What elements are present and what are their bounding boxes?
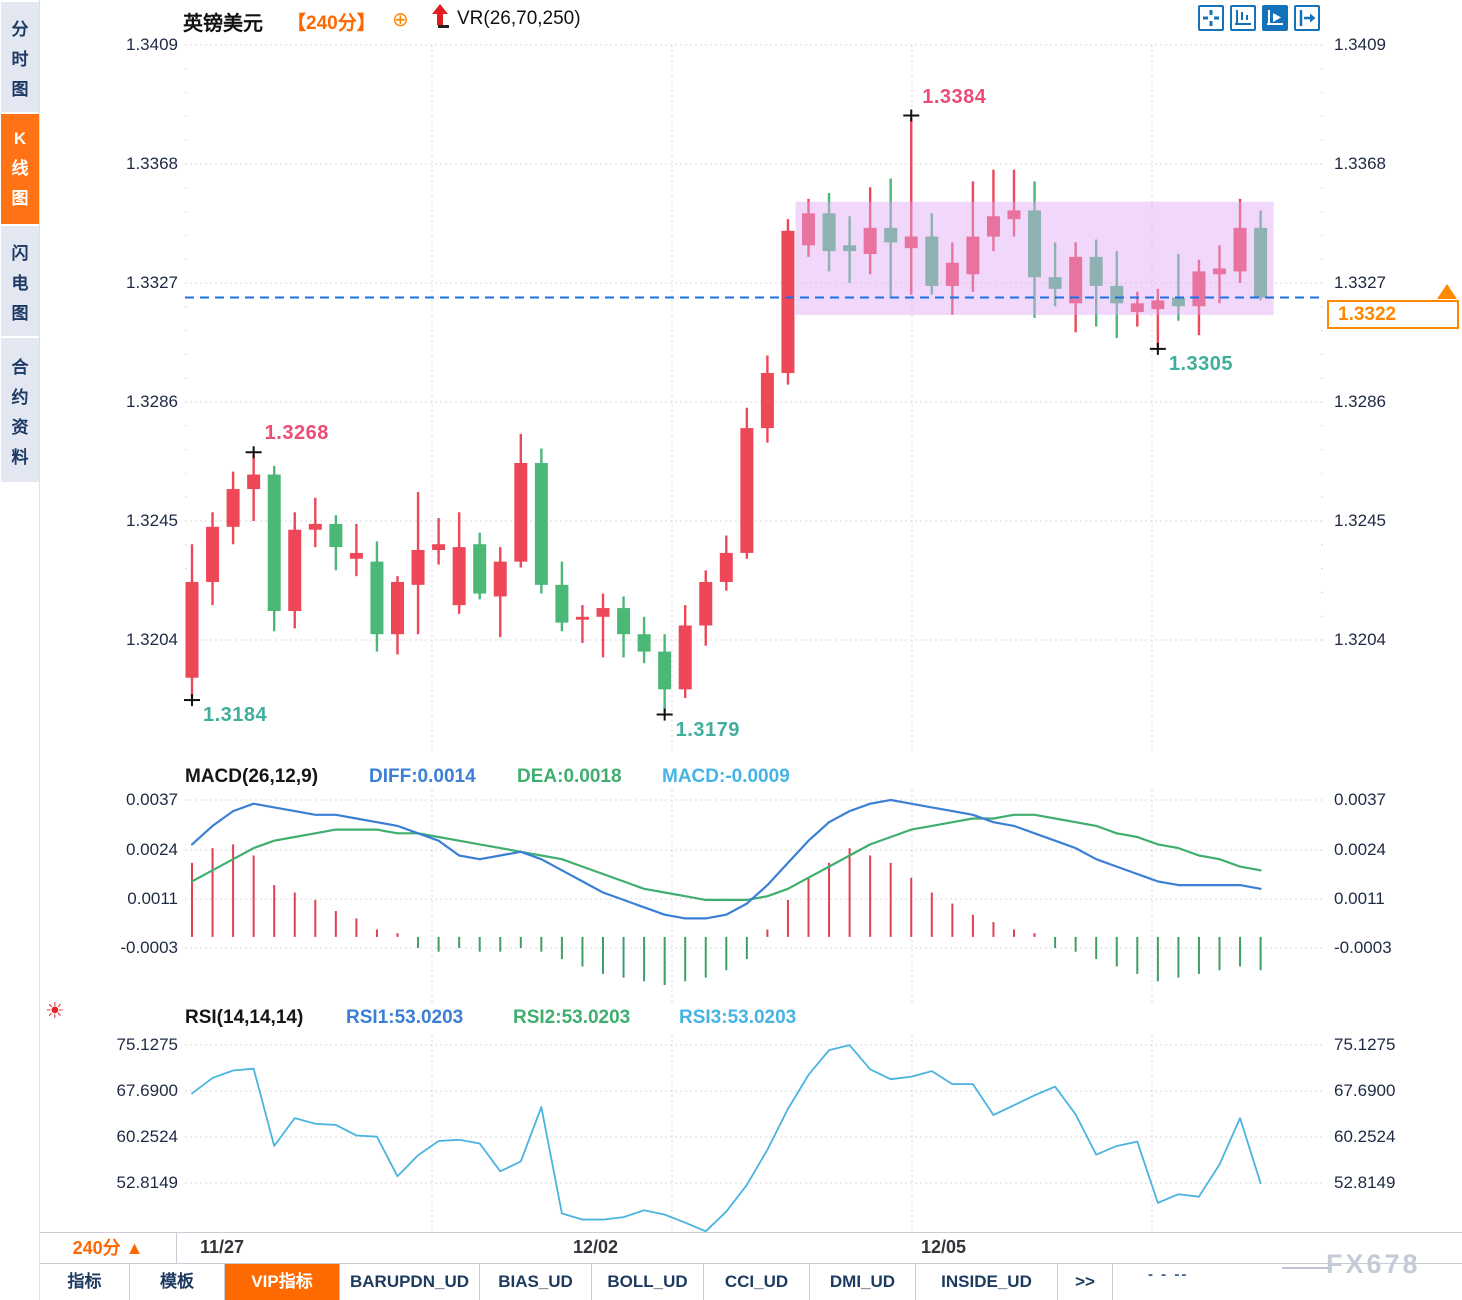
axis-label-right: 67.6900	[1334, 1081, 1396, 1100]
tabbar-top-border	[40, 1263, 1462, 1264]
swing-price-label: 1.3268	[264, 422, 329, 445]
axis-label-right: 1.3245	[1334, 511, 1386, 530]
axis-label-right: 0.0024	[1334, 840, 1386, 859]
macd-title: MACD(26,12,9)	[185, 766, 319, 787]
sidebar-tab-3[interactable]: 闪电图	[1, 226, 39, 336]
axis-label-left: 0.0037	[126, 790, 178, 809]
date-label: 12/05	[921, 1237, 967, 1257]
add-indicator-icon[interactable]: ⊕	[392, 9, 409, 31]
bottom-tab-5[interactable]: BIAS_UD	[480, 1264, 592, 1300]
bottom-tab-3[interactable]: VIP指标	[225, 1264, 340, 1300]
date-label: 11/27	[200, 1237, 245, 1257]
sidebar-tab-char: 资	[11, 417, 29, 437]
sidebar-tab-char: 时	[11, 49, 29, 69]
axis-label-right: 60.2524	[1334, 1127, 1396, 1146]
swing-markers	[184, 109, 1166, 721]
swing-price-label: 1.3184	[203, 704, 268, 727]
consolidation-zone	[795, 201, 1274, 315]
rsi2-value: RSI2:53.0203	[513, 1007, 631, 1028]
bottom-tab-8[interactable]: DMI_UD	[810, 1264, 916, 1300]
clipped-tab-text: - - --	[1148, 1266, 1189, 1283]
timeframe-selector[interactable]: 240分 ▲	[40, 1233, 177, 1263]
sidebar-divider	[39, 0, 40, 1300]
price-pointer-triangle	[1437, 284, 1457, 299]
sidebar-tab-char: 约	[11, 387, 29, 407]
candles-layer	[185, 117, 1268, 713]
axis-label-right: 0.0011	[1334, 889, 1385, 908]
axis-label-left: 1.3409	[126, 35, 178, 54]
swing-price-label: 1.3384	[922, 85, 987, 108]
macd-value: MACD:-0.0009	[662, 766, 790, 787]
axis-label-left: 67.6900	[116, 1081, 178, 1100]
axis-scale-icon[interactable]	[1230, 5, 1256, 31]
sidebar-tab-char: 料	[11, 447, 29, 467]
axis-label-right: 1.3409	[1334, 35, 1386, 54]
rsi3-value: RSI3:53.0203	[679, 1007, 797, 1028]
axis-label-right: -0.0003	[1334, 938, 1392, 957]
axis-label-right: 1.3286	[1334, 392, 1386, 411]
bottom-tab-1[interactable]: 指标	[40, 1264, 130, 1300]
axis-label-left: 1.3368	[126, 154, 178, 173]
axis-label-right: 1.3368	[1334, 154, 1386, 173]
swing-price-label: 1.3179	[675, 718, 740, 741]
macd-histogram	[191, 844, 1262, 985]
axis-label-left: 60.2524	[116, 1127, 178, 1146]
watermark: FX678	[1326, 1249, 1421, 1279]
bottom-tab-6[interactable]: BOLL_UD	[592, 1264, 704, 1300]
watermark-rule	[1282, 1267, 1332, 1269]
sidebar-tab-char: 电	[11, 273, 29, 293]
symbol-title: 英镑美元	[183, 13, 263, 35]
axis-label-left: 0.0011	[127, 889, 178, 908]
date-label: 12/02	[573, 1237, 619, 1257]
axis-label-left: -0.0003	[120, 938, 178, 957]
timeframe-label: 【240分】	[287, 13, 376, 34]
sidebar-tab-char: 分	[11, 19, 29, 39]
move-crosshair-icon[interactable]	[1198, 5, 1224, 31]
bottom-tab-7[interactable]: CCI_UD	[704, 1264, 810, 1300]
sidebar-tab-char: 图	[11, 79, 29, 99]
rsi1-value: RSI1:53.0203	[346, 1007, 464, 1028]
swing-price-label: 1.3305	[1168, 352, 1234, 375]
rsi-line	[191, 1044, 1262, 1233]
bottom-tab-4[interactable]: BARUPDN_UD	[340, 1264, 480, 1300]
bottom-tab-2[interactable]: 模板	[130, 1264, 225, 1300]
bottom-tab-10[interactable]: >>	[1058, 1264, 1113, 1300]
axis-label-left: 52.8149	[116, 1173, 178, 1192]
sun-marker-icon: ☀	[45, 998, 65, 1023]
sidebar-tab-char: 线	[11, 159, 29, 178]
axis-label-left: 1.3327	[126, 273, 178, 292]
current-price-tag: 1.3322	[1327, 300, 1459, 329]
sidebar-tab-char: 闪	[11, 243, 29, 263]
sidebar-tab-char: 合	[11, 357, 29, 377]
macd-diff-line	[190, 798, 1262, 920]
sidebar-tab-char: K	[13, 129, 27, 148]
axis-label-left: 1.3286	[126, 392, 178, 411]
play-cursor-icon[interactable]	[1262, 5, 1288, 31]
bottom-tab-9[interactable]: INSIDE_UD	[916, 1264, 1058, 1300]
axis-label-right: 1.3204	[1334, 630, 1386, 649]
macd-dea-value: DEA:0.0018	[517, 766, 622, 787]
sidebar-tab-char: 图	[11, 303, 29, 323]
macd-dea-line	[190, 813, 1262, 902]
axis-label-left: 75.1275	[116, 1035, 178, 1054]
axis-label-left: 1.3245	[126, 511, 178, 530]
sidebar-tab-1[interactable]: 分时图	[1, 2, 39, 112]
overlay-indicator-label: VR(26,70,250)	[457, 8, 581, 29]
rsi-title: RSI(14,14,14)	[185, 1007, 304, 1028]
shift-right-icon[interactable]	[1294, 5, 1320, 31]
up-arrow-icon	[429, 2, 451, 35]
axis-label-right: 0.0037	[1334, 790, 1386, 809]
macd-diff-value: DIFF:0.0014	[369, 766, 476, 787]
sidebar-tab-char: 图	[11, 189, 29, 208]
sidebar-tab-4[interactable]: 合约资料	[1, 338, 39, 482]
axis-label-right: 52.8149	[1334, 1173, 1396, 1192]
axis-label-left: 0.0024	[126, 840, 178, 859]
axis-label-right: 1.3327	[1334, 273, 1386, 292]
time-band-top-border	[40, 1232, 1462, 1233]
axis-label-left: 1.3204	[126, 630, 178, 649]
axis-label-right: 75.1275	[1334, 1035, 1396, 1054]
